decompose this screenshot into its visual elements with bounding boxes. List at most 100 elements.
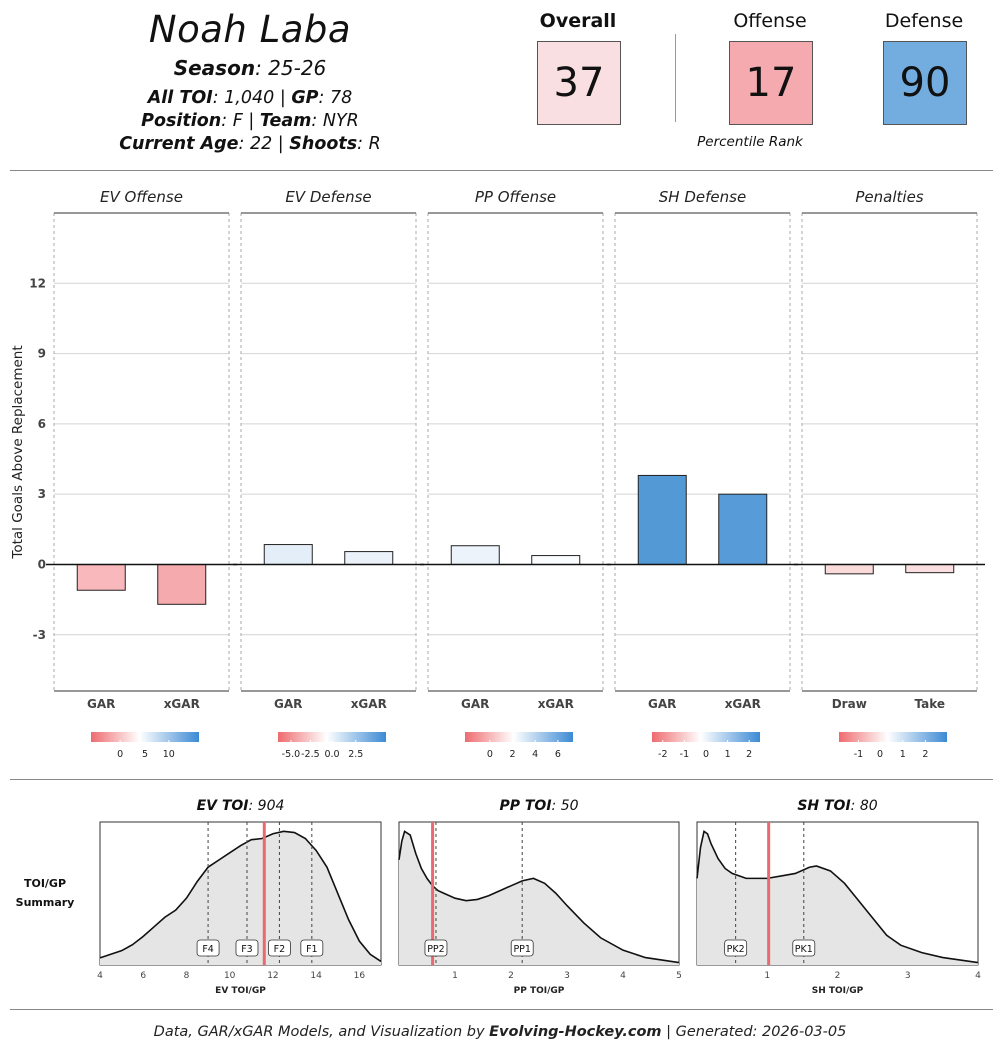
density-line	[99, 830, 382, 963]
x-tick-label: Take	[914, 697, 945, 711]
chart-divider	[10, 779, 993, 780]
bar-gar	[263, 544, 313, 565]
toi-x-tick: 1	[764, 971, 770, 981]
toi-panel: EV TOI: 904 F4 F3 F2 F1 4 6 8 10 12 14 16 EV TOI/GP	[97, 798, 382, 996]
toi-x-tick: 2	[835, 971, 841, 981]
density-area	[100, 831, 381, 965]
bar-draw	[824, 563, 874, 575]
color-legend-bar	[465, 732, 573, 742]
density-line	[398, 830, 680, 964]
line-marker-label: PP2	[427, 944, 445, 955]
legend-tick-label: -1	[680, 749, 689, 760]
toi-x-tick: 4	[620, 971, 626, 981]
toi-panel-title: EV TOI: 904	[197, 798, 285, 814]
team-value: : NYR	[311, 111, 359, 131]
toi-x-tick: 3	[564, 971, 570, 981]
legend-tick-label: 4	[532, 749, 538, 760]
toi-x-tick: 5	[676, 971, 682, 981]
toi-panel-title: SH TOI: 80	[797, 798, 877, 814]
gar-panel: PP Offense GAR xGAR 0 2 4 6	[420, 188, 611, 760]
overall-label: Overall	[539, 10, 617, 32]
toi-summary-label: TOI/GP Summary	[10, 877, 80, 909]
x-tick-label: Draw	[832, 697, 867, 711]
position-label: Position	[141, 111, 222, 131]
x-tick-label: GAR	[461, 697, 489, 711]
line-marker-label: PK1	[795, 944, 813, 955]
legend-tick-label: -1	[854, 749, 863, 760]
panel-title: EV Offense	[100, 188, 183, 206]
legend-tick-label: 2	[509, 749, 515, 760]
toi-x-tick: 2	[508, 971, 514, 981]
toi-x-tick: 4	[97, 971, 103, 981]
toi-title-label: PP TOI	[499, 798, 551, 814]
toi-x-tick: 12	[267, 971, 278, 981]
toi-x-tick: 1	[452, 971, 458, 981]
y-tick-label: -3	[33, 628, 46, 642]
toi-x-tick: 3	[905, 971, 911, 981]
toi-summary-line2: Summary	[15, 896, 75, 909]
gar-bar-chart: Total Goals Above Replacement-3036912EV …	[10, 188, 985, 760]
x-tick-label: xGAR	[164, 697, 200, 711]
toi-summary-line1: TOI/GP	[23, 877, 67, 890]
y-tick-label: 9	[38, 347, 46, 361]
line-marker-label: PK2	[727, 944, 745, 955]
y-tick-label: 6	[38, 417, 46, 431]
toi-x-tick: 6	[140, 971, 146, 981]
shoots-value: : R	[357, 134, 381, 154]
player-name: Noah Laba	[148, 8, 352, 51]
footer: Data, GAR/xGAR Models, and Visualization…	[0, 1024, 1000, 1040]
x-tick-label: GAR	[648, 697, 676, 711]
legend-tick-label: 2	[922, 749, 928, 760]
toi-title-label: SH TOI	[797, 798, 850, 814]
line-marker-label: F1	[306, 944, 318, 955]
y-axis-label: Total Goals Above Replacement	[10, 345, 26, 559]
footer-prefix: Data, GAR/xGAR Models, and Visualization…	[153, 1024, 490, 1040]
age-shoots-line: Current Age: 22 | Shoots: R	[80, 134, 420, 154]
color-legend-bar	[839, 732, 947, 742]
percentile-rank-caption: Percentile Rank	[697, 134, 803, 150]
line-marker-label: PP1	[513, 944, 531, 955]
legend-tick-label: 5	[142, 749, 148, 760]
defense-label: Defense	[884, 10, 964, 32]
overall-score-box: 37	[537, 41, 621, 125]
toi-title-value: : 80	[851, 798, 878, 814]
toi-title-value: : 904	[249, 798, 285, 814]
bar-xgar	[718, 493, 768, 565]
legend-tick-label: 0	[487, 749, 493, 760]
legend-tick-label: 1	[900, 749, 906, 760]
legend-tick-label: 2.5	[348, 749, 363, 760]
panel-title: Penalties	[855, 188, 923, 206]
bar-xgar	[157, 563, 207, 605]
line-marker-box	[424, 939, 448, 957]
gar-panel: EV Defense GAR xGAR -5.0 -2.5 0.0 2.5	[233, 188, 424, 760]
toi-x-axis-label: SH TOI/GP	[812, 986, 864, 996]
team-label: Team	[259, 111, 312, 131]
legend-tick-label: 6	[555, 749, 561, 760]
gp-value: : 78	[318, 88, 353, 108]
y-tick-label: 0	[38, 557, 46, 571]
toi-x-tick: 14	[310, 971, 322, 981]
toi-x-tick: 10	[224, 971, 236, 981]
legend-tick-label: 0.0	[324, 749, 339, 760]
x-tick-label: xGAR	[351, 697, 387, 711]
toi-x-axis-label: PP TOI/GP	[514, 986, 565, 996]
gar-panel: Penalties Draw Take -1 0 1 2	[794, 188, 985, 760]
line-marker-box	[235, 939, 259, 957]
line-marker-box	[724, 939, 748, 957]
line-marker-label: F3	[241, 944, 253, 955]
bar-xgar	[531, 555, 581, 565]
footer-suffix: | Generated: 2026-03-05	[661, 1024, 847, 1040]
color-legend-bar	[91, 732, 199, 742]
defense-score-box: 90	[883, 41, 967, 125]
line-marker-box	[268, 939, 291, 957]
toi-title-value: : 50	[552, 798, 579, 814]
x-tick-label: xGAR	[725, 697, 761, 711]
legend-tick-label: 0	[117, 749, 123, 760]
legend-tick-label: -5.0	[282, 749, 301, 760]
legend-tick-label: 0	[703, 749, 709, 760]
y-tick-label: 12	[29, 276, 46, 290]
gp-label: GP	[291, 88, 319, 108]
bar-gar	[637, 474, 687, 565]
density-line	[696, 830, 979, 964]
